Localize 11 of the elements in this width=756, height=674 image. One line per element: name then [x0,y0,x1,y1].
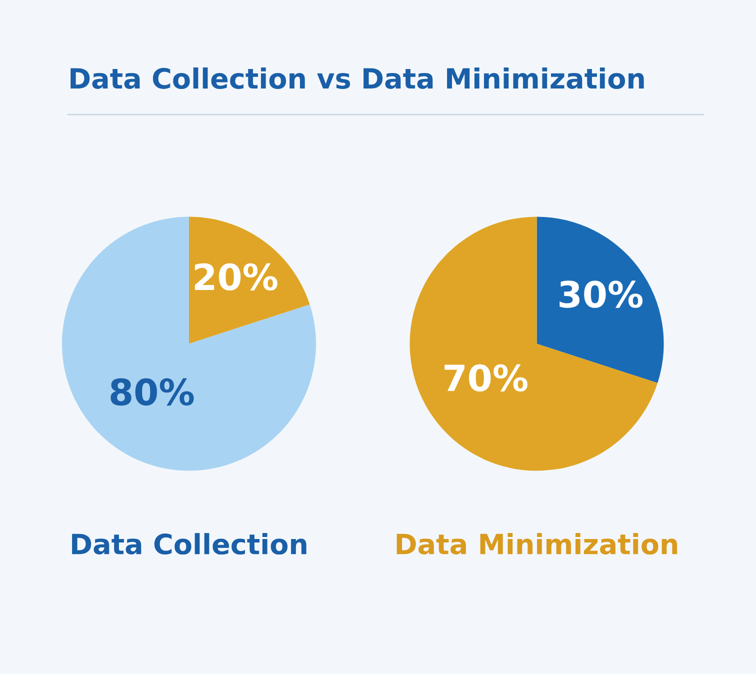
text: Data Collection [72,533,306,555]
data-label: 80% [110,378,194,406]
pie-slice [62,216,316,471]
data-label: 20% [194,263,278,291]
pie-slice [410,216,658,471]
data-label: 30% [560,280,643,308]
pie-slice [536,216,664,383]
data-label: 70% [444,364,528,392]
chart-title: Data Collection vs Data Minimization [70,67,644,89]
text: Data Minimization [396,533,678,555]
pie-slice [189,216,310,344]
